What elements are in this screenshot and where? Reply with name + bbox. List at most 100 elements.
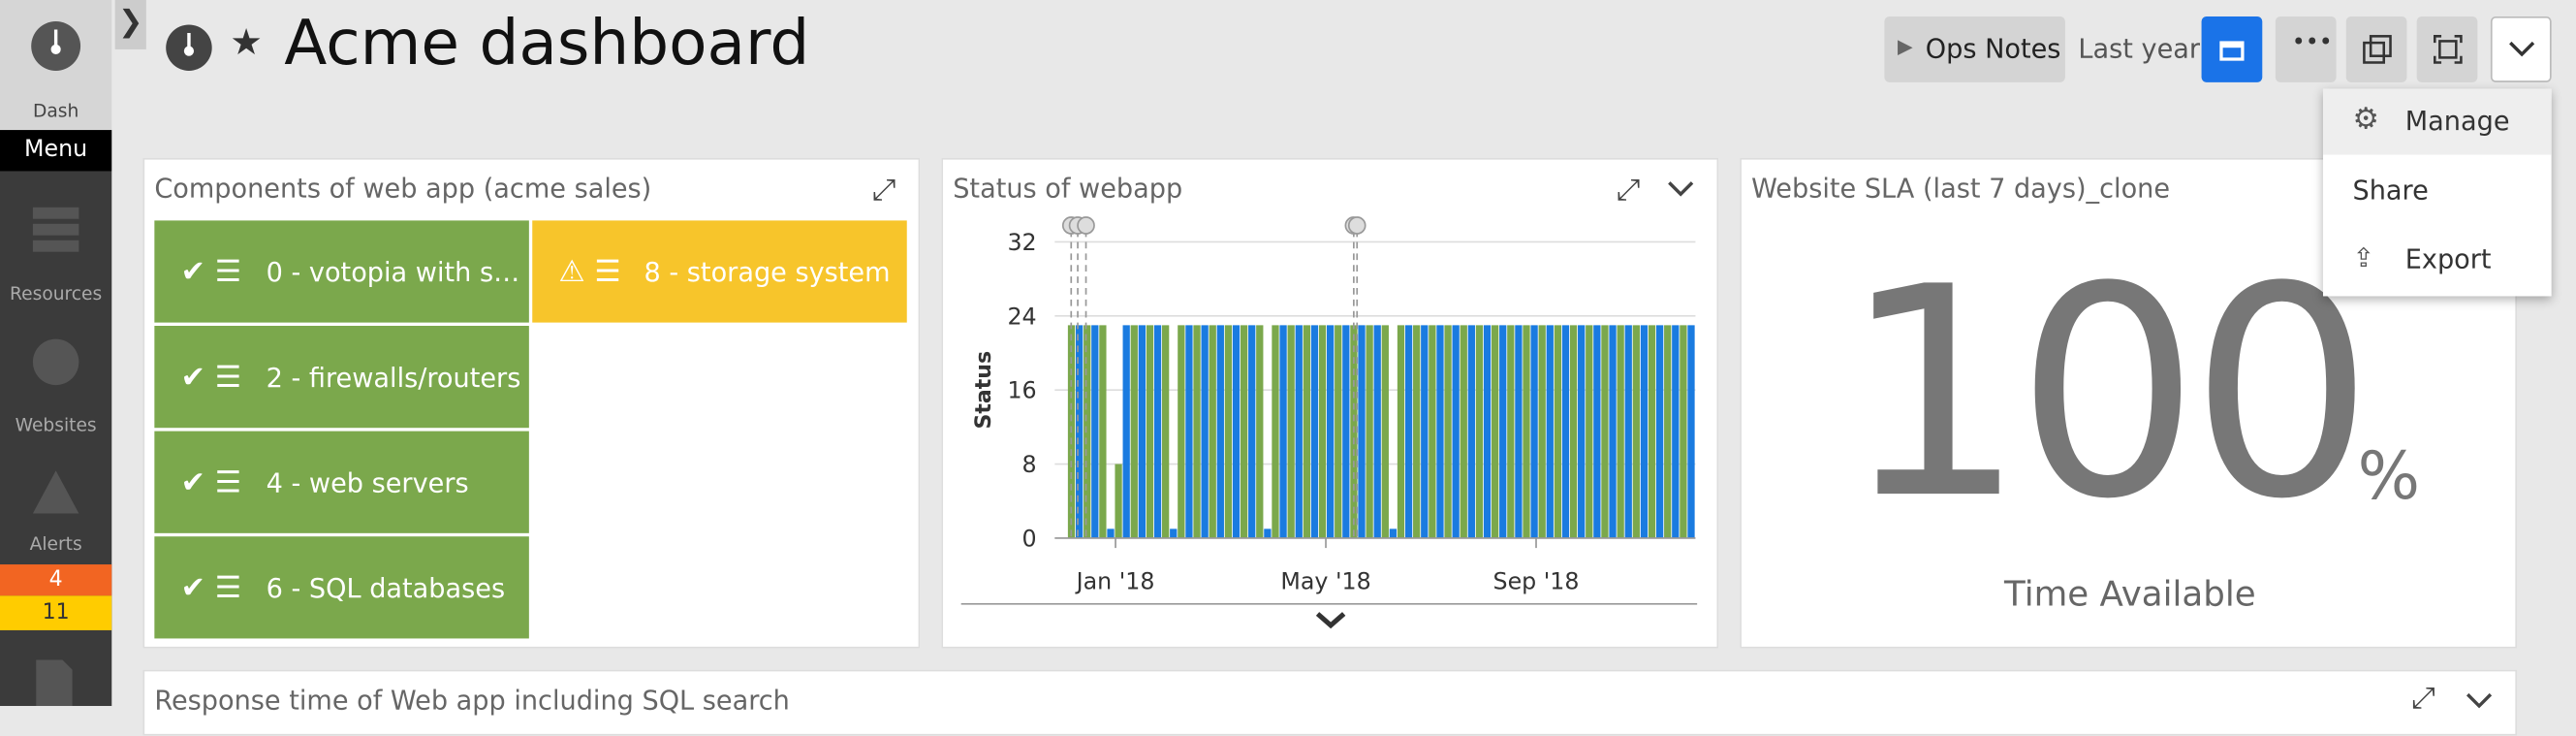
widget-title: Response time of Web app including SQL s…: [154, 684, 790, 717]
bar: [1366, 325, 1373, 538]
navigator-chevron: [1315, 612, 1346, 629]
widget-title: Status of webapp: [953, 173, 1183, 205]
widget: Components of web app (acme sales) ⤢ ✔ ☰…: [142, 157, 921, 649]
status-icon: ⚠ ☰: [558, 254, 621, 289]
bar: [1335, 325, 1342, 538]
bar: [1460, 325, 1467, 538]
menu-item[interactable]: Share: [2323, 158, 2552, 224]
bar: [1178, 325, 1185, 538]
bar: [1404, 325, 1413, 538]
status-tile[interactable]: ⚠ ☰ 8 - storage system: [532, 220, 907, 323]
bar: [1201, 325, 1209, 538]
status-tile[interactable]: ✔ ☰ 4 - web servers: [154, 431, 529, 533]
more-button[interactable]: [2490, 16, 2552, 82]
tile-label: 8 - storage system: [644, 255, 891, 288]
bar: [1640, 325, 1649, 538]
bar: [1224, 325, 1233, 538]
y-axis-label: Status: [972, 351, 996, 430]
bar: [1483, 325, 1492, 538]
bar: [1491, 325, 1499, 538]
bar: [1193, 325, 1201, 538]
bar: [1287, 325, 1295, 538]
bar: [1075, 325, 1084, 538]
button-label: Ops Notes: [1925, 32, 2061, 65]
bar: [1397, 325, 1405, 538]
menu-item[interactable]: ⚙ Manage: [2323, 88, 2552, 155]
tile-label: 2 - firewalls/routers: [266, 361, 521, 393]
dash-icon: [31, 21, 81, 71]
favorite-star[interactable]: ★: [230, 22, 263, 65]
ops-notes-button[interactable]: ▶ Ops Notes: [1884, 16, 2065, 82]
sla-value: 100: [1841, 225, 2373, 563]
time-range[interactable]: Last year: [2078, 32, 2201, 65]
alerts-icon: [32, 470, 79, 514]
bar: [1554, 325, 1562, 538]
menu-label: Share: [2352, 174, 2429, 207]
reports-icon: [36, 659, 73, 707]
widget-title: Website SLA (last 7 days)_clone: [1751, 173, 2171, 205]
nav-label: Dash: [32, 100, 79, 122]
expand-icon[interactable]: ⤢: [872, 173, 896, 208]
status-tile[interactable]: ✔ ☰ 0 - votopia with s…: [154, 220, 529, 323]
fullscreen-icon: [2434, 35, 2463, 64]
bar: [1272, 325, 1279, 538]
status-tile[interactable]: ✔ ☰ 2 - firewalls/routers: [154, 326, 529, 429]
bar: [1617, 325, 1624, 538]
status-icon: ✔ ☰: [180, 254, 242, 289]
bar: [1609, 325, 1617, 538]
bar: [1138, 325, 1147, 538]
status-icon: ✔ ☰: [180, 359, 242, 395]
bar: [1342, 325, 1350, 538]
play-icon: ▶: [1897, 34, 1913, 58]
expand-icon[interactable]: ⤢: [1617, 173, 1641, 208]
menu-item[interactable]: ⇪ Export: [2323, 227, 2552, 293]
annotation-marker: [1347, 216, 1367, 235]
bar: [1232, 325, 1241, 538]
graph-button[interactable]: •••: [2275, 16, 2337, 82]
menu-nav[interactable]: Menu: [0, 130, 112, 172]
nav-label[interactable]: Alerts: [29, 532, 82, 555]
y-tick-label: 8: [1022, 451, 1037, 478]
bar: [1467, 325, 1475, 538]
dash-nav[interactable]: Dash: [0, 0, 112, 131]
y-tick-label: 32: [1007, 229, 1036, 256]
expand-icon[interactable]: ⤢: [2411, 681, 2435, 717]
bar: [1115, 464, 1122, 538]
bar: [1601, 325, 1609, 538]
bar: [1648, 325, 1656, 538]
bar: [1185, 325, 1193, 538]
bar: [1530, 325, 1538, 538]
sidebar-toggle[interactable]: ❯: [114, 0, 146, 49]
y-tick-label: 16: [1007, 377, 1036, 404]
nav-label[interactable]: Websites: [15, 414, 97, 436]
bar: [1318, 325, 1327, 538]
dashboard-title: Acme dashboard: [284, 6, 810, 80]
bar: [1099, 325, 1107, 538]
bar: [1578, 325, 1586, 538]
bar: [1084, 325, 1091, 538]
bar: [1264, 528, 1272, 538]
chevron-icon[interactable]: [1666, 179, 1696, 199]
bar: [1672, 325, 1680, 538]
chevron-icon[interactable]: [2465, 691, 2495, 711]
menu-label: Manage: [2404, 105, 2510, 137]
gear-icon: ⚙: [2352, 102, 2379, 137]
bar: [1303, 325, 1311, 538]
bar: [1632, 325, 1640, 538]
calendar-button[interactable]: [2201, 16, 2263, 82]
bar: [1475, 325, 1484, 538]
bar: [1413, 325, 1421, 538]
alert-count[interactable]: 4: [0, 564, 112, 596]
bar: [1107, 528, 1115, 538]
menu-label: Export: [2404, 243, 2492, 275]
fullscreen-button[interactable]: [2416, 16, 2478, 82]
status-tile[interactable]: ✔ ☰ 6 - SQL databases: [154, 536, 529, 639]
alert-count[interactable]: 11: [0, 595, 112, 630]
slideshow-button[interactable]: [2345, 16, 2407, 82]
bar: [1170, 528, 1178, 538]
x-tick-label: Sep '18: [1493, 568, 1580, 595]
bar: [1295, 325, 1303, 538]
y-tick-label: 24: [1007, 303, 1036, 330]
nav-label[interactable]: Resources: [10, 282, 103, 304]
